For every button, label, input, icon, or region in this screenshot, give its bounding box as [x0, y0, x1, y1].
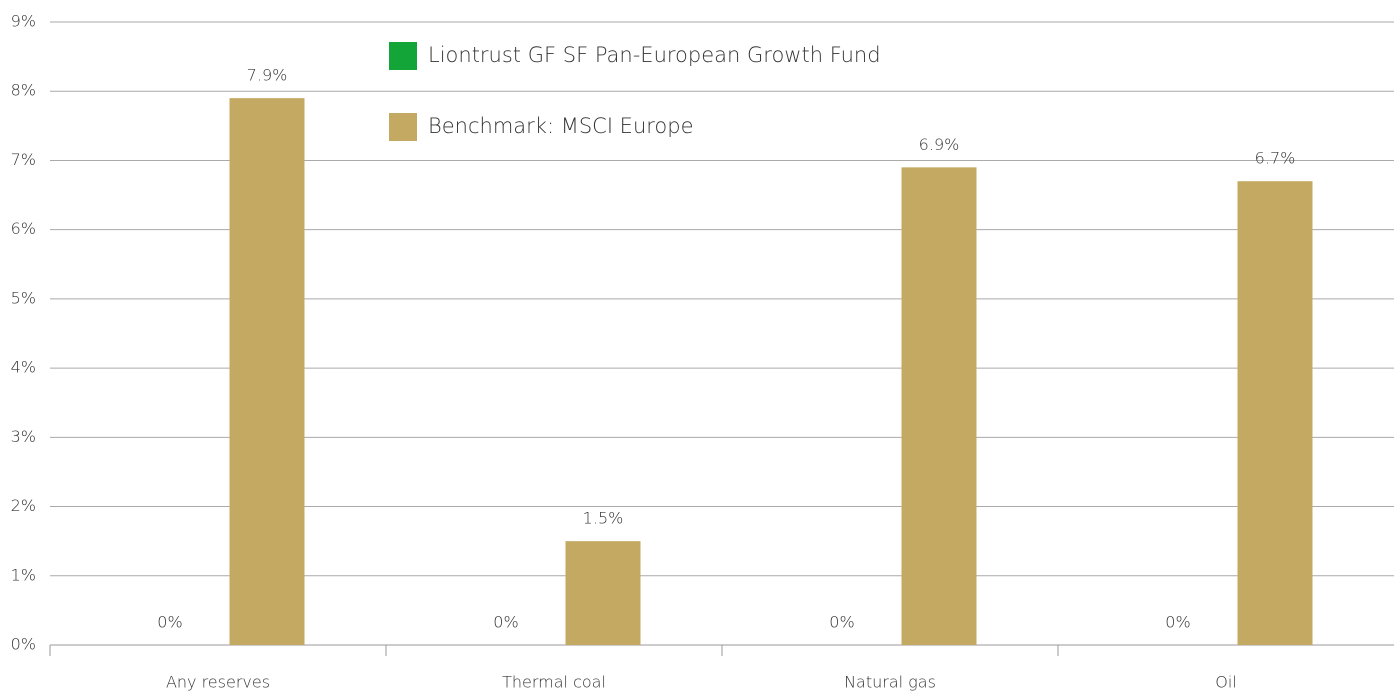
- x-tick-label: Any reserves: [166, 673, 270, 692]
- legend-swatch: [389, 113, 417, 141]
- y-tick-label: 3%: [11, 427, 36, 446]
- legend-swatch: [389, 42, 417, 70]
- y-tick-label: 4%: [11, 358, 36, 377]
- legend-label: Liontrust GF SF Pan-European Growth Fund: [428, 43, 881, 67]
- bar: [565, 541, 641, 645]
- y-tick-label: 6%: [11, 219, 36, 238]
- value-label: 1.5%: [583, 509, 624, 528]
- value-label: 0%: [1165, 613, 1190, 632]
- x-tick-label: Thermal coal: [502, 673, 606, 692]
- x-tick-label: Natural gas: [844, 673, 936, 692]
- bar: [901, 167, 977, 645]
- y-tick-label: 2%: [11, 496, 36, 515]
- y-tick-label: 5%: [11, 288, 36, 307]
- y-tick-label: 0%: [11, 635, 36, 654]
- value-label: 0%: [829, 613, 854, 632]
- value-label: 0%: [493, 613, 518, 632]
- value-label: 6.9%: [919, 135, 960, 154]
- value-label: 0%: [157, 613, 182, 632]
- x-tick-label: Oil: [1215, 673, 1236, 692]
- legend-label: Benchmark: MSCI Europe: [428, 114, 694, 138]
- y-tick-label: 9%: [11, 12, 36, 31]
- bar: [229, 98, 305, 645]
- y-tick-label: 7%: [11, 150, 36, 169]
- bar: [1237, 181, 1313, 645]
- value-label: 7.9%: [247, 66, 288, 85]
- y-tick-label: 1%: [11, 565, 36, 584]
- y-tick-label: 8%: [11, 81, 36, 100]
- value-label: 6.7%: [1255, 149, 1296, 168]
